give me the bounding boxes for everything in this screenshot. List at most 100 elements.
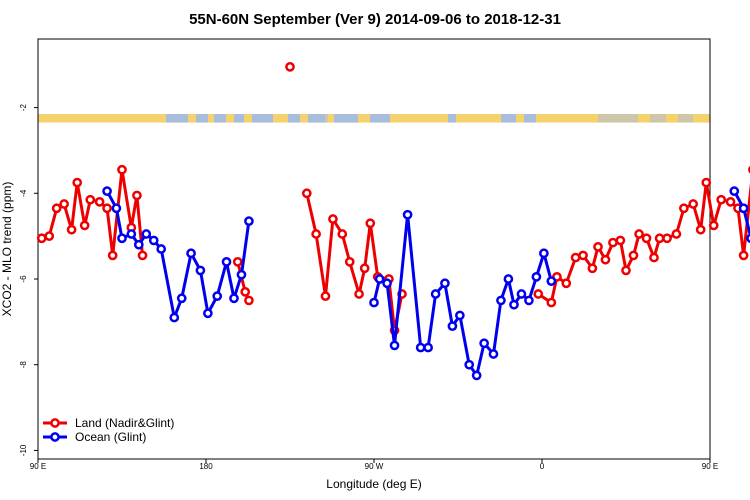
data-point (440, 278, 450, 289)
data-point (195, 265, 206, 276)
data-point (615, 235, 626, 246)
legend-marker (50, 418, 60, 428)
legend: Land (Nadir&Glint)Ocean (Glint) (43, 416, 174, 444)
data-point (430, 289, 441, 299)
data-point (738, 203, 749, 214)
data-point (102, 186, 112, 196)
data-point (561, 278, 572, 289)
x-tick-label: 0 (540, 462, 545, 471)
data-point (496, 295, 506, 306)
data-point (524, 295, 534, 306)
data-point (85, 194, 96, 205)
y-axis-label: XCO2 - MLO trend (ppm) (0, 182, 14, 317)
data-point (285, 62, 295, 72)
band-ocean-segment (196, 114, 208, 123)
data-point (72, 177, 83, 188)
data-point (126, 229, 137, 239)
axis-ticks: 90 E 180 90 W 0 90 E -2 -4 -6 -8 -10 (19, 103, 718, 471)
data-point (374, 274, 385, 284)
data-point (423, 342, 433, 353)
data-point (708, 220, 719, 231)
data-point (176, 293, 187, 304)
data-point (244, 216, 254, 226)
data-point (36, 233, 47, 244)
data-point (464, 359, 475, 370)
data-point (746, 233, 750, 244)
data-point (641, 233, 652, 244)
band-ocean-segment (214, 114, 226, 123)
data-point (365, 218, 376, 229)
series-layer (36, 62, 750, 381)
legend-label: Land (Nadir&Glint) (75, 416, 174, 430)
band-ocean-segment (501, 114, 516, 123)
data-point (688, 199, 699, 209)
data-point (148, 235, 159, 246)
data-point (402, 209, 413, 220)
band-ocean-segment (338, 114, 358, 123)
data-point (701, 177, 712, 188)
x-tick-label: 90 E (702, 462, 718, 471)
data-point (628, 250, 639, 261)
data-point (634, 229, 644, 239)
legend-marker (50, 432, 60, 442)
band-ocean-segment (252, 114, 273, 123)
band-ocean-segment (598, 114, 638, 123)
data-point (221, 257, 232, 267)
band-ocean-segment (678, 114, 693, 123)
chart-title: 55N-60N September (Ver 9) 2014-09-06 to … (189, 11, 561, 28)
y-tick-label: -6 (19, 275, 28, 283)
data-point (137, 250, 148, 261)
band-ocean-segment (524, 114, 536, 123)
data-point (337, 229, 348, 239)
data-point (600, 254, 611, 265)
data-point (415, 342, 426, 353)
data-point (169, 312, 180, 323)
x-tick-label: 180 (199, 462, 213, 471)
data-point (455, 310, 465, 321)
data-point (320, 291, 331, 301)
data-point (546, 297, 557, 308)
data-point (229, 293, 239, 304)
data-point (156, 244, 167, 254)
data-point (716, 194, 727, 205)
data-point (679, 203, 689, 214)
data-point (240, 287, 251, 297)
legend-label: Ocean (Glint) (75, 430, 146, 444)
data-point (608, 237, 618, 248)
data-point (695, 224, 706, 235)
band-ocean-segment (234, 114, 244, 123)
data-point (94, 197, 105, 207)
data-point (509, 299, 519, 310)
data-point (79, 220, 90, 231)
data-point (671, 229, 682, 239)
data-point (662, 233, 672, 244)
x-tick-label: 90 W (365, 462, 384, 471)
data-point (729, 186, 740, 196)
data-point (533, 289, 544, 299)
data-point (479, 338, 489, 349)
data-point (141, 229, 152, 239)
data-point (587, 263, 598, 274)
y-tick-label: -10 (19, 444, 28, 456)
data-point (244, 295, 254, 306)
data-point (738, 250, 749, 261)
data-point (51, 203, 62, 214)
data-point (102, 203, 112, 214)
series-land (36, 62, 750, 336)
band-ocean-segment (448, 114, 456, 123)
data-point (359, 263, 370, 274)
land-ocean-band (38, 114, 710, 123)
data-point (649, 252, 659, 263)
data-point (133, 239, 144, 250)
x-tick-label: 90 E (30, 462, 46, 471)
data-point (488, 349, 499, 359)
data-point (382, 278, 392, 289)
data-point (117, 164, 127, 175)
data-point (59, 199, 69, 209)
data-point (111, 203, 122, 214)
band-ocean-segment (288, 114, 300, 123)
data-point (44, 231, 55, 241)
band-ocean-segment (308, 114, 328, 123)
data-point (593, 242, 603, 252)
band-ocean-segment (166, 114, 188, 123)
